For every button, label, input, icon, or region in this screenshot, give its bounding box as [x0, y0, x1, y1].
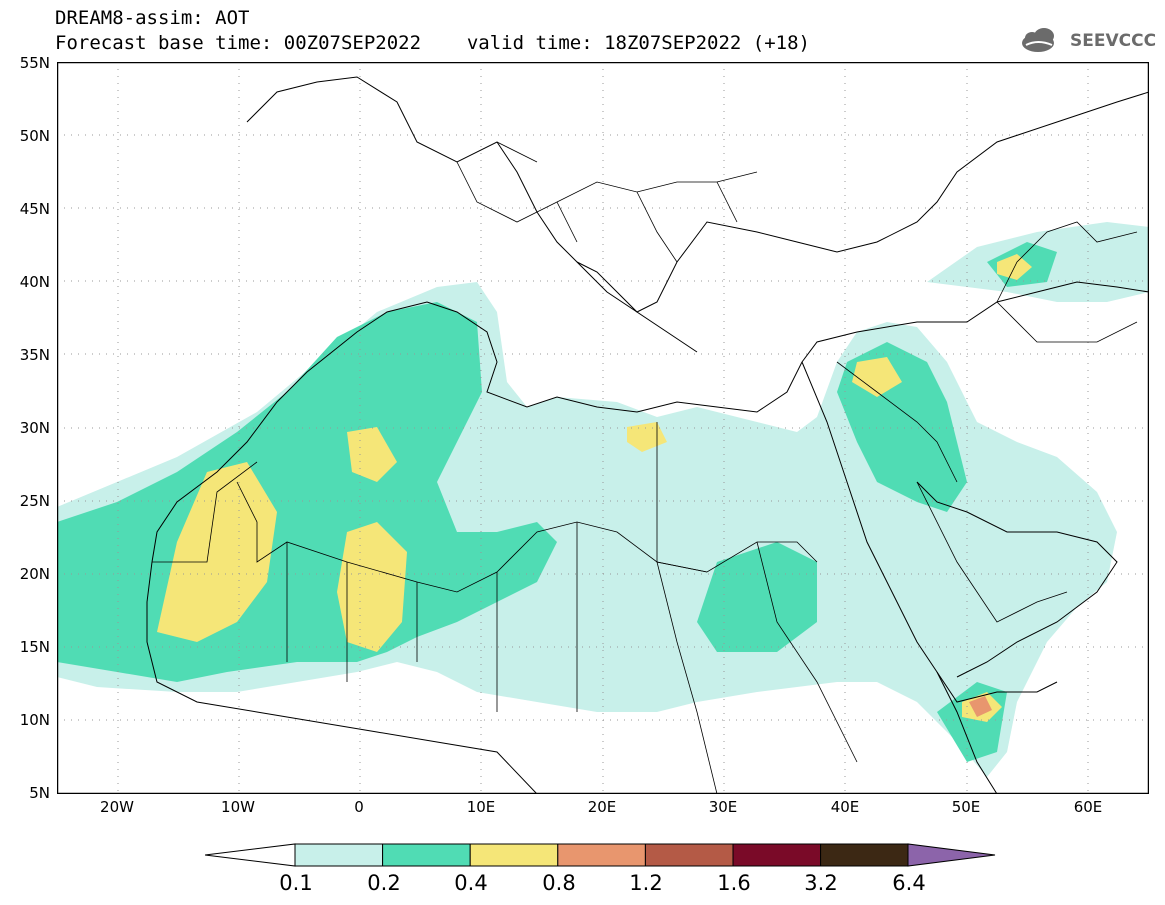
lat-label-40n: 40N [19, 273, 50, 291]
lat-label-15n: 15N [19, 638, 50, 656]
lat-label-55n: 55N [19, 54, 50, 72]
colorbar-swatches [294, 843, 909, 867]
lat-label-35n: 35N [19, 346, 50, 364]
base-time: Forecast base time: 00Z07SEP2022 [55, 32, 422, 54]
colorbar-label-1.2: 1.2 [629, 871, 663, 895]
aot-map [57, 62, 1149, 794]
colorbar-swatch [820, 843, 909, 867]
colorbar [205, 843, 996, 867]
lon-label-10w: 10W [221, 798, 255, 816]
graticule [57, 62, 1149, 794]
lat-label-45n: 45N [19, 200, 50, 218]
colorbar-under-arrow [205, 843, 296, 867]
colorbar-swatch [732, 843, 822, 867]
lat-label-25n: 25N [19, 492, 50, 510]
colorbar-label-1.6: 1.6 [717, 871, 751, 895]
lon-label-30e: 30E [708, 798, 738, 816]
colorbar-swatch [644, 843, 734, 867]
colorbar-label-0.2: 0.2 [367, 871, 401, 895]
colorbar-over-arrow [907, 843, 996, 867]
colorbar-label-6.4: 6.4 [892, 871, 926, 895]
lon-label-60e: 60E [1073, 798, 1103, 816]
logo-text: SEEVCCC [1070, 31, 1157, 51]
lat-label-30n: 30N [19, 419, 50, 437]
map-title: DREAM8-assim: AOT [55, 7, 250, 29]
colorbar-label-0.8: 0.8 [542, 871, 576, 895]
lon-label-20w: 20W [100, 798, 134, 816]
coastlines [146, 76, 1149, 794]
colorbar-swatch [469, 843, 559, 867]
aot-field-very-high [969, 696, 992, 717]
lon-label-10e: 10E [466, 798, 496, 816]
lon-label-40e: 40E [830, 798, 860, 816]
forecast-times: Forecast base time: 00Z07SEP2022 valid t… [55, 33, 810, 53]
colorbar-label-0.1: 0.1 [279, 871, 313, 895]
colorbar-swatch [557, 843, 646, 867]
lat-label-20n: 20N [19, 565, 50, 583]
colorbar-swatch [382, 843, 471, 867]
colorbar-swatch [294, 843, 384, 867]
lat-label-50n: 50N [19, 127, 50, 145]
lat-label-10n: 10N [19, 711, 50, 729]
lon-label-50e: 50E [951, 798, 981, 816]
lat-label-5n: 5N [29, 784, 50, 802]
lon-label-0: 0 [354, 798, 364, 816]
colorbar-label-3.2: 3.2 [804, 871, 838, 895]
colorbar-label-0.4: 0.4 [454, 871, 488, 895]
lon-label-20e: 20E [587, 798, 617, 816]
borders [152, 141, 1138, 794]
valid-time: valid time: 18Z07SEP2022 (+18) [466, 32, 810, 54]
cloud-icon [1022, 28, 1054, 52]
